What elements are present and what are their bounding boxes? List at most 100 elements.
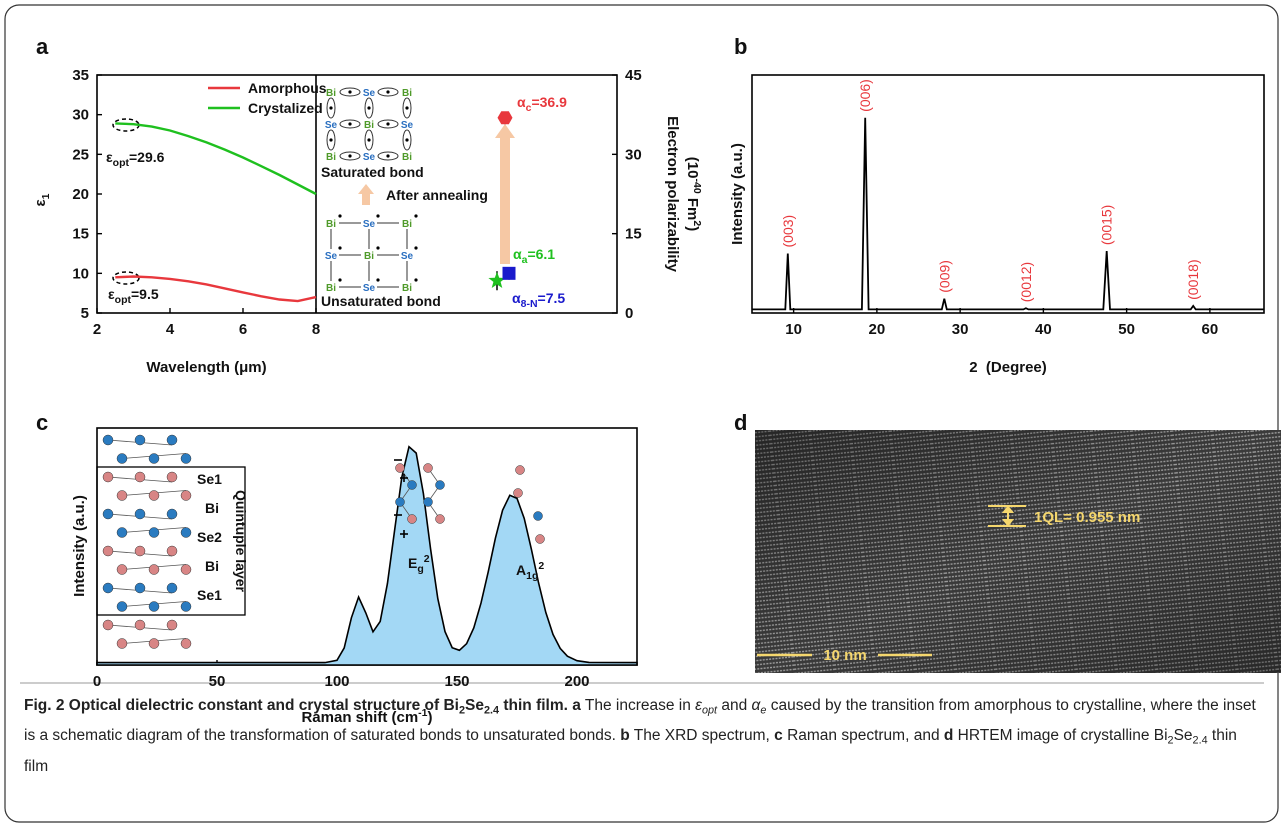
electron [348, 154, 352, 158]
atom [535, 534, 545, 544]
x-tick-label: 20 [869, 321, 886, 338]
caption-run: thin film. a [499, 697, 581, 714]
bond [339, 119, 361, 129]
x-tick-label: 100 [324, 673, 349, 690]
bond [402, 97, 412, 119]
text-run: ε [32, 199, 49, 206]
electron [386, 154, 390, 158]
electron [338, 214, 342, 218]
y-tick-label: 30 [72, 107, 89, 124]
caption-run: Se [1173, 727, 1193, 745]
atom [180, 638, 192, 649]
caption-run: e [760, 704, 767, 717]
layer-label: Se1 [197, 471, 222, 487]
bond [326, 97, 336, 119]
legend-label: Amorphous [248, 80, 327, 96]
electron [367, 106, 371, 110]
text-run: ) [428, 709, 433, 726]
atom-label: Bi [326, 219, 336, 230]
atom [102, 619, 114, 631]
text-run: 2 [691, 220, 703, 226]
panel-label: b [734, 34, 747, 59]
arrow-head [1001, 505, 1015, 513]
text-run: α [513, 246, 522, 262]
x-tick-label: 6 [239, 321, 247, 338]
atom-label: Bi [402, 88, 412, 99]
x-tick-label: 40 [1035, 321, 1052, 338]
line [752, 117, 1264, 311]
atom-label: Bi [326, 283, 336, 294]
text-run: -40 [691, 178, 703, 193]
atom [116, 638, 128, 649]
text-run: ε [106, 149, 113, 165]
atom [180, 453, 192, 464]
electron [338, 246, 342, 250]
highlight-ellipse [112, 271, 140, 285]
mode-label: A1g2 [516, 560, 544, 582]
atom [407, 514, 417, 524]
layer-label: Bi [205, 558, 219, 574]
y-tick-label: 25 [72, 146, 89, 163]
atom [180, 564, 192, 575]
atom [423, 463, 433, 473]
atom-label: Se [325, 120, 338, 131]
electron [376, 246, 380, 250]
electron [348, 90, 352, 94]
peak-label: (0015) [1099, 205, 1115, 245]
atom [148, 638, 160, 649]
annotation: εopt=29.6 [106, 149, 165, 169]
electron [414, 214, 418, 218]
spacing-label: 1QL= 0.955 nm [1034, 509, 1140, 526]
x-tick-label: 200 [564, 673, 589, 690]
bond [326, 129, 336, 151]
atom [134, 434, 146, 446]
annealing-arrow [358, 184, 374, 205]
y2-axis-title: Electron polarizability [664, 116, 681, 273]
text-run: A [516, 562, 526, 578]
x-axis-title: Raman shift (cm-1) [301, 707, 432, 726]
text-run: =7.5 [538, 290, 566, 306]
x-tick-label: 0 [93, 673, 101, 690]
panel-label: a [36, 34, 49, 59]
text-run: 8-N [521, 298, 538, 310]
text-run: c [526, 102, 532, 114]
text-run: 1 [40, 193, 52, 199]
caption-run: Se [465, 697, 484, 714]
caption: Fig. 2 Optical dielectric constant and c… [24, 693, 1260, 779]
panel-b-frame [751, 74, 1265, 314]
electron [414, 278, 418, 282]
figure-border [4, 4, 1279, 823]
x-tick-label: 8 [312, 321, 320, 338]
area [96, 445, 638, 666]
atom-label: Bi [402, 152, 412, 163]
inset-label: Saturated bond [321, 164, 424, 180]
y2-tick-label: 45 [625, 67, 642, 84]
atom-label: Se [401, 120, 414, 131]
atom [435, 480, 445, 490]
text-run: 2 [538, 560, 544, 572]
atom [102, 545, 114, 557]
atom [116, 564, 128, 575]
electron [338, 278, 342, 282]
point-label: α8-N=7.5 [512, 290, 565, 310]
y2-tick-label: 15 [625, 226, 642, 243]
atom-label: Se [363, 219, 376, 230]
electron [329, 138, 333, 142]
electron [405, 106, 409, 110]
x-axis-title: Wavelength (μm) [146, 359, 266, 376]
x-tick-label: 2 [93, 321, 101, 338]
y-tick-label: 20 [72, 186, 89, 203]
electron [376, 214, 380, 218]
caption-run: opt [701, 704, 718, 717]
atom [166, 619, 178, 631]
atom [148, 527, 160, 538]
electron [386, 90, 390, 94]
atom [102, 471, 114, 483]
quintuple-layer-box [96, 466, 246, 616]
mode-label: Eg2 [408, 553, 430, 575]
caption-run: b [620, 727, 630, 745]
layer-label: Se1 [197, 587, 222, 603]
atom-label: Se [363, 88, 376, 99]
text-run: 1g [526, 570, 538, 582]
